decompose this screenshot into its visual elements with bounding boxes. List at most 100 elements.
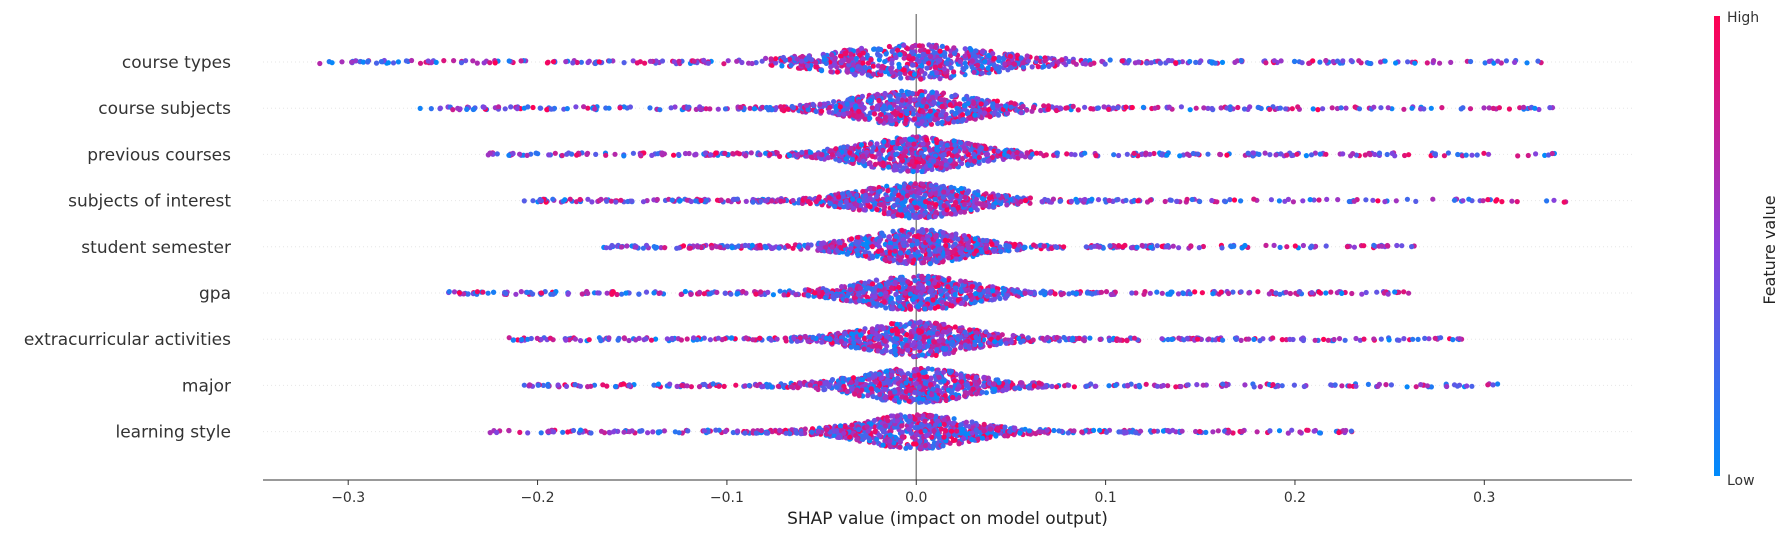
shap-point — [897, 71, 902, 76]
shap-point — [972, 143, 977, 148]
shap-point — [1504, 58, 1509, 63]
shap-point — [317, 61, 322, 66]
shap-point — [927, 252, 932, 257]
shap-point — [995, 103, 1000, 108]
shap-point — [716, 107, 721, 112]
shap-point — [1197, 199, 1202, 204]
shap-point — [805, 245, 810, 250]
shap-point — [671, 153, 676, 158]
shap-point — [418, 61, 423, 66]
shap-point — [934, 210, 939, 215]
shap-point — [841, 145, 846, 150]
shap-point — [525, 104, 530, 109]
shap-point — [1311, 106, 1316, 111]
shap-point — [1535, 59, 1540, 64]
shap-point — [1103, 62, 1108, 67]
shap-point — [1493, 198, 1498, 203]
shap-point — [918, 77, 923, 82]
shap-point — [848, 96, 853, 101]
shap-point — [544, 107, 549, 112]
shap-point — [1551, 198, 1556, 203]
shap-point — [1452, 198, 1457, 203]
shap-point — [766, 107, 771, 112]
shap-point — [1251, 197, 1256, 202]
shap-point — [895, 48, 900, 53]
shap-point — [870, 154, 875, 159]
shap-point — [1008, 54, 1013, 59]
shap-point — [893, 145, 898, 150]
shap-point — [898, 207, 903, 212]
shap-point — [966, 141, 971, 146]
shap-point — [846, 58, 851, 63]
shap-point — [996, 193, 1001, 198]
shap-point — [923, 199, 928, 204]
shap-point — [963, 61, 968, 66]
shap-point — [996, 55, 1001, 60]
shap-point — [777, 245, 782, 250]
shap-point — [704, 198, 709, 203]
shap-point — [1136, 60, 1141, 65]
shap-point — [1547, 105, 1552, 110]
shap-point — [917, 201, 922, 206]
shap-point — [854, 193, 859, 198]
shap-point — [1123, 198, 1128, 203]
shap-point — [1431, 58, 1436, 63]
shap-point — [1219, 245, 1224, 250]
shap-point — [853, 104, 858, 109]
shap-point — [799, 150, 804, 155]
shap-point — [1227, 197, 1232, 202]
shap-point — [1267, 107, 1272, 112]
shap-point — [962, 53, 967, 58]
shap-point — [1141, 105, 1146, 110]
shap-point — [963, 46, 968, 51]
shap-point — [933, 202, 938, 207]
shap-point — [822, 102, 827, 107]
shap-point — [734, 59, 739, 64]
shap-point — [909, 254, 914, 259]
shap-point — [562, 197, 567, 202]
shap-point — [991, 204, 996, 209]
shap-point — [471, 107, 476, 112]
shap-point — [928, 109, 933, 114]
shap-point — [876, 152, 881, 157]
shap-point — [1135, 245, 1140, 250]
shap-point — [1038, 108, 1043, 113]
shap-point — [426, 58, 431, 63]
shap-point — [1042, 243, 1047, 248]
shap-point — [884, 51, 889, 56]
shap-point — [508, 104, 513, 109]
shap-point — [886, 165, 891, 170]
shap-point — [486, 291, 491, 296]
shap-point — [386, 60, 391, 65]
shap-point — [990, 101, 995, 106]
shap-point — [735, 197, 740, 202]
shap-point — [1022, 245, 1027, 250]
shap-point — [1335, 197, 1340, 202]
shap-point — [898, 146, 903, 151]
shap-point — [649, 153, 654, 158]
shap-point — [919, 119, 924, 124]
shap-point — [926, 238, 931, 243]
shap-point — [1481, 151, 1486, 156]
shap-point — [1278, 106, 1283, 111]
shap-point — [450, 107, 455, 112]
shap-point — [517, 152, 522, 157]
shap-point — [882, 59, 887, 64]
shap-point — [737, 151, 742, 156]
shap-point — [949, 234, 954, 239]
shap-point — [924, 137, 929, 142]
shap-point — [441, 58, 446, 63]
shap-point — [854, 248, 859, 253]
shap-point — [581, 104, 586, 109]
shap-point — [943, 243, 948, 248]
shap-point — [1405, 197, 1410, 202]
shap-point — [921, 260, 926, 265]
shap-point — [1108, 57, 1113, 62]
shap-point — [884, 184, 889, 189]
shap-point — [889, 114, 894, 119]
shap-point — [946, 116, 951, 121]
shap-point — [662, 245, 667, 250]
shap-point — [1235, 105, 1240, 110]
shap-point — [1515, 153, 1520, 158]
shap-point — [779, 63, 784, 68]
